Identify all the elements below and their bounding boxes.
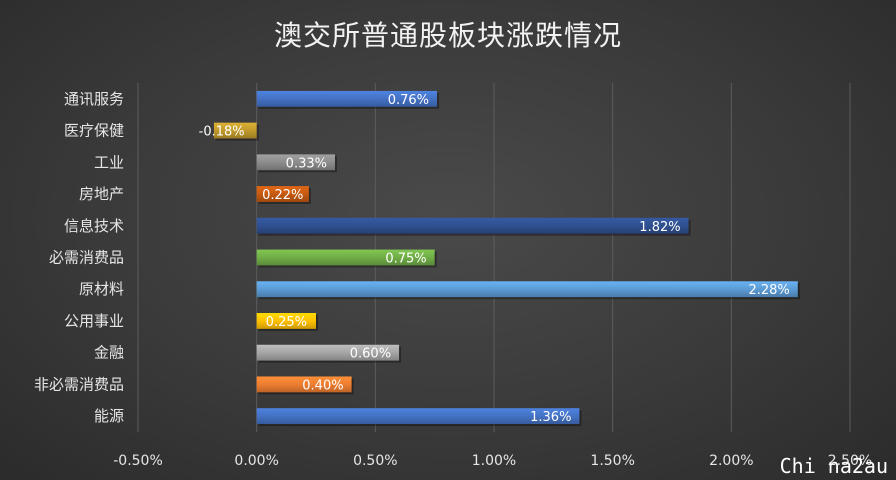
bar	[256, 186, 309, 202]
x-tick-label: 2.50%	[828, 453, 872, 469]
x-tick-label: -0.50%	[113, 453, 163, 469]
category-label: 工业	[94, 153, 124, 171]
chart-title: 澳交所普通股板块涨跌情况	[273, 19, 622, 52]
x-tick-label: 0.50%	[353, 453, 397, 469]
bar	[213, 122, 257, 139]
data-label: 0.25%	[266, 315, 307, 330]
bar	[256, 217, 689, 234]
category-label: 金融	[94, 344, 124, 362]
watermark: Chi na2au	[779, 454, 888, 478]
data-label: 0.33%	[286, 156, 327, 171]
bar	[256, 249, 435, 266]
bar	[256, 376, 352, 393]
category-label: 能源	[94, 407, 124, 425]
data-label: 0.60%	[350, 347, 391, 362]
category-label: 原材料	[79, 280, 124, 298]
bar	[256, 90, 438, 107]
x-tick-label: 1.50%	[590, 453, 634, 469]
bar	[256, 281, 798, 298]
category-label: 房地产	[79, 185, 124, 203]
bar	[256, 154, 335, 171]
category-label: 非必需消费品	[34, 375, 124, 393]
data-label: 0.76%	[388, 93, 429, 108]
category-label: 信息技术	[64, 217, 124, 235]
category-label: 必需消费品	[49, 249, 124, 267]
data-label: 0.75%	[385, 252, 426, 267]
data-label: 1.82%	[639, 220, 680, 235]
x-tick-label: 0.00%	[234, 453, 278, 469]
bar	[256, 344, 400, 361]
category-label: 医疗保健	[64, 122, 124, 140]
x-tick-label: 1.00%	[472, 453, 516, 469]
data-label: 1.36%	[530, 410, 571, 425]
data-label: -0.18%	[199, 125, 245, 140]
category-label: 公用事业	[64, 312, 124, 330]
data-label: 0.40%	[302, 378, 343, 393]
data-label: 0.22%	[262, 188, 303, 203]
bar	[256, 313, 316, 329]
data-label: 2.28%	[748, 283, 789, 298]
bar	[256, 408, 580, 425]
category-label: 通讯服务	[64, 90, 124, 108]
x-tick-label: 2.00%	[709, 453, 753, 469]
